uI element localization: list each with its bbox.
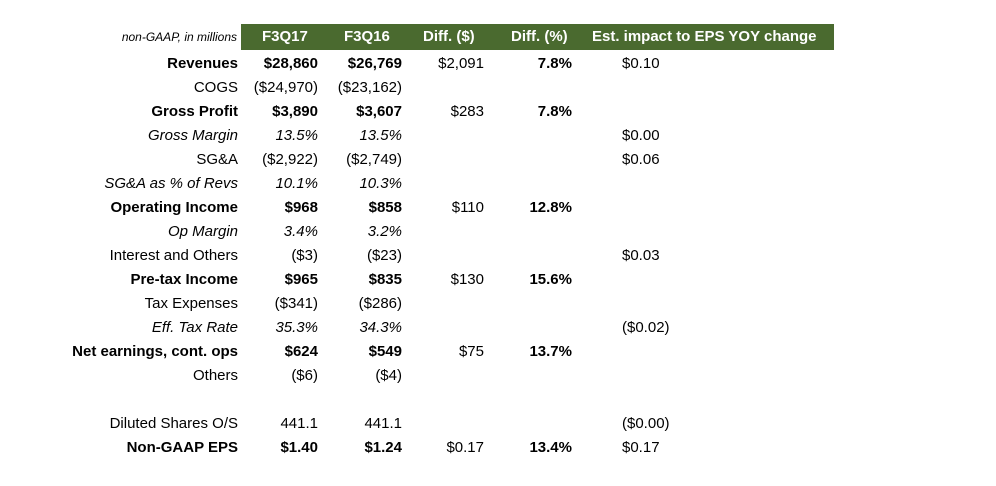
cell-f3q17: $28,860 [263, 55, 318, 72]
table-row-op-margin: Op Margin 3.4% 3.2% [0, 220, 996, 244]
cell-diff-usd: $283 [450, 103, 484, 120]
cell-eps-impact: $0.06 [622, 151, 660, 168]
header-band [241, 24, 834, 50]
cell-f3q17: 3.4% [283, 223, 318, 240]
cell-eps-impact: $0.03 [622, 247, 660, 264]
row-label: COGS [193, 79, 238, 96]
table-row-eff-tax-rate: Eff. Tax Rate 35.3% 34.3% ($0.02) [0, 316, 996, 340]
cell-diff-pct: 15.6% [529, 271, 572, 288]
cell-f3q16: 441.1 [364, 415, 402, 432]
row-label: Op Margin [167, 223, 238, 240]
row-label: Diluted Shares O/S [109, 415, 238, 432]
table-row-operating-income: Operating Income $968 $858 $110 12.8% [0, 196, 996, 220]
cell-diff-pct: 13.7% [529, 343, 572, 360]
cell-f3q16: $3,607 [356, 103, 402, 120]
col-header-eps-impact: Est. impact to EPS YOY change [592, 28, 817, 45]
cell-f3q17: $968 [284, 199, 318, 216]
row-label: Eff. Tax Rate [151, 319, 238, 336]
cell-eps-impact: $0.17 [622, 439, 660, 456]
cell-diff-usd: $110 [451, 199, 484, 216]
cell-eps-impact: $0.00 [622, 127, 660, 144]
table-row-others: Others ($6) ($4) [0, 364, 996, 388]
cell-f3q17: $3,890 [272, 103, 318, 120]
table-row-tax-expenses: Tax Expenses ($341) ($286) [0, 292, 996, 316]
table-row-sga: SG&A ($2,922) ($2,749) $0.06 [0, 148, 996, 172]
cell-diff-pct: 13.4% [529, 439, 572, 456]
cell-f3q17: ($6) [291, 367, 318, 384]
cell-diff-usd: $2,091 [438, 55, 484, 72]
table-row-net-earnings: Net earnings, cont. ops $624 $549 $75 13… [0, 340, 996, 364]
col-header-f3q16: F3Q16 [344, 28, 390, 45]
table-row-pretax-income: Pre-tax Income $965 $835 $130 15.6% [0, 268, 996, 292]
row-label: Net earnings, cont. ops [72, 343, 238, 360]
cell-f3q16: ($23) [366, 247, 402, 264]
col-header-diff-pct: Diff. (%) [511, 28, 568, 45]
table-row-cogs: COGS ($24,970) ($23,162) [0, 76, 996, 100]
table-row-revenues: Revenues $28,860 $26,769 $2,091 7.8% $0.… [0, 52, 996, 76]
cell-f3q17: $1.40 [280, 439, 318, 456]
cell-diff-pct: 12.8% [529, 199, 572, 216]
cell-f3q16: $835 [368, 271, 402, 288]
cell-f3q16: ($286) [358, 295, 402, 312]
cell-f3q17: ($2,922) [262, 151, 318, 168]
col-header-diff-usd: Diff. ($) [423, 28, 475, 45]
row-label: Revenues [167, 55, 238, 72]
cell-eps-impact: $0.10 [622, 55, 660, 72]
cell-diff-usd: $75 [458, 343, 484, 360]
cell-f3q16: 34.3% [359, 319, 402, 336]
cell-f3q16: ($2,749) [346, 151, 402, 168]
table-row-gross-profit: Gross Profit $3,890 $3,607 $283 7.8% [0, 100, 996, 124]
row-label: SG&A as % of Revs [104, 175, 238, 192]
cell-f3q16: $549 [368, 343, 402, 360]
table-row-diluted-shares: Diluted Shares O/S 441.1 441.1 ($0.00) [0, 412, 996, 436]
cell-f3q17: 10.1% [275, 175, 318, 192]
row-label: Non-GAAP EPS [126, 439, 238, 456]
table-row-non-gaap-eps: Non-GAAP EPS $1.40 $1.24 $0.17 13.4% $0.… [0, 436, 996, 460]
cell-f3q16: $858 [368, 199, 402, 216]
cell-f3q17: ($3) [291, 247, 318, 264]
cell-f3q17: ($24,970) [253, 79, 318, 96]
cell-f3q16: $1.24 [364, 439, 402, 456]
row-label: Interest and Others [109, 247, 238, 264]
col-header-f3q17: F3Q17 [262, 28, 308, 45]
cell-f3q16: ($4) [375, 367, 402, 384]
table-row-gross-margin: Gross Margin 13.5% 13.5% $0.00 [0, 124, 996, 148]
row-label: SG&A [196, 151, 238, 168]
row-label: Tax Expenses [144, 295, 238, 312]
row-label: Gross Profit [151, 103, 238, 120]
row-label: Pre-tax Income [130, 271, 238, 288]
cell-diff-usd: $0.17 [446, 439, 484, 456]
cell-diff-pct: 7.8% [537, 103, 572, 120]
cell-f3q16: 10.3% [359, 175, 402, 192]
cell-diff-usd: $130 [450, 271, 484, 288]
cell-f3q16: 13.5% [359, 127, 402, 144]
cell-eps-impact: ($0.02) [622, 319, 670, 336]
units-label: non-GAAP, in millions [121, 30, 237, 44]
table-row-interest: Interest and Others ($3) ($23) $0.03 [0, 244, 996, 268]
cell-f3q17: $965 [284, 271, 318, 288]
cell-f3q17: ($341) [274, 295, 318, 312]
cell-f3q16: 3.2% [367, 223, 402, 240]
cell-f3q17: 441.1 [280, 415, 318, 432]
cell-diff-pct: 7.8% [537, 55, 572, 72]
row-label: Operating Income [110, 199, 238, 216]
cell-f3q17: 35.3% [275, 319, 318, 336]
cell-f3q16: ($23,162) [337, 79, 402, 96]
row-label: Others [192, 367, 238, 384]
row-label: Gross Margin [147, 127, 238, 144]
cell-eps-impact: ($0.00) [622, 415, 670, 432]
cell-f3q16: $26,769 [347, 55, 402, 72]
cell-f3q17: 13.5% [275, 127, 318, 144]
table-row-sga-pct: SG&A as % of Revs 10.1% 10.3% [0, 172, 996, 196]
cell-f3q17: $624 [284, 343, 318, 360]
